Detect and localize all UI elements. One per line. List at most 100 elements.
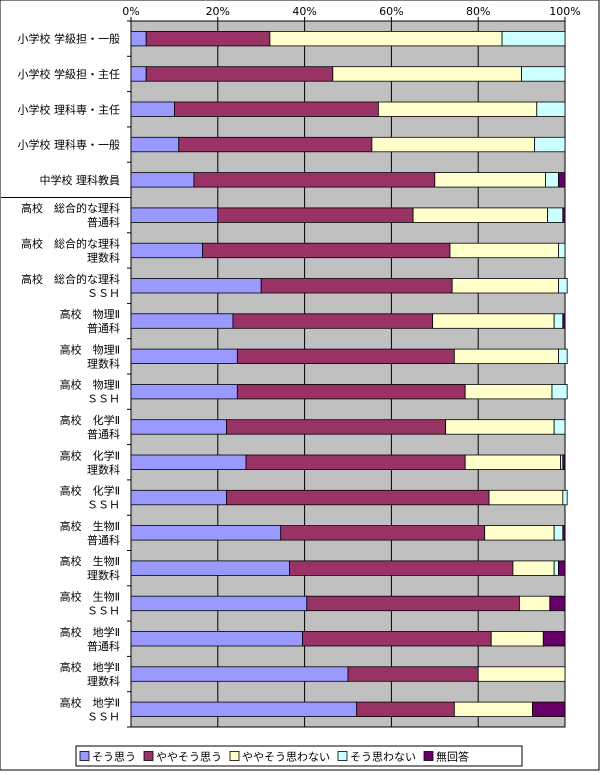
bar-segment-series-5: [562, 454, 566, 470]
bar-segment-series-4: [558, 242, 566, 259]
bar-segment-series-1: [130, 101, 175, 117]
bar-segment-series-4: [562, 489, 568, 506]
legend-swatch: [79, 751, 90, 761]
bar-segment-series-4: [558, 348, 568, 365]
category-label: 中学校 理科教員: [40, 173, 121, 187]
bar-segment-series-1: [130, 242, 204, 259]
bar-segment-series-2: [347, 666, 479, 682]
bar-segment-series-2: [236, 348, 455, 365]
bar-segment-series-1: [130, 560, 290, 576]
bar-segment-series-2: [173, 101, 379, 117]
x-tick-label: 20%: [206, 5, 230, 18]
category-label: 小学校 理科専・一般: [18, 138, 121, 152]
bar-segment-series-4: [553, 525, 564, 541]
bar-segment-series-3: [490, 631, 544, 647]
bar-segment-series-3: [432, 313, 555, 329]
bar-segment-series-2: [232, 313, 434, 329]
x-tick-label: 100%: [549, 5, 580, 18]
bar-segment-series-1: [130, 383, 238, 400]
bar-segment-series-3: [464, 383, 553, 400]
bar-segment-series-4: [501, 30, 566, 47]
legend-label: そう思わない: [350, 751, 416, 764]
x-tick-label: 60%: [379, 5, 403, 18]
bar-segment-series-3: [377, 101, 538, 117]
bar-segment-series-1: [130, 525, 282, 541]
bar-segment-series-5: [562, 207, 566, 223]
category-label: 高校 化学Ⅱ ＳＳＨ: [60, 484, 120, 512]
bar-segment-series-1: [130, 348, 238, 365]
category-label: 高校 総合的な理科理数科: [21, 236, 120, 264]
legend-label: ややそう思う: [156, 751, 222, 764]
bar-segment-series-1: [130, 313, 234, 329]
category-label: 高校 生物Ⅱ 理数科: [60, 554, 120, 582]
bar-segment-series-2: [236, 383, 466, 400]
bar-segment-series-2: [226, 489, 490, 506]
bar-segment-series-4: [558, 278, 568, 294]
legend-swatch: [337, 751, 348, 761]
category-label: 高校 総合的な理科普通科: [21, 201, 120, 229]
category-label: 高校 物理Ⅱ 理数科: [60, 342, 120, 370]
legend: [75, 745, 523, 767]
bar-segment-series-4: [536, 101, 566, 117]
bar-segment-series-3: [477, 666, 566, 682]
bar-segment-series-5: [558, 560, 566, 576]
bar-segment-series-1: [130, 701, 358, 717]
category-label: 高校 地学Ⅱ 理数科: [60, 660, 120, 688]
legend-label: そう思う: [92, 751, 136, 764]
category-label: 高校 物理Ⅱ ＳＳＨ: [60, 378, 120, 406]
bar-segment-series-3: [453, 348, 559, 365]
x-tick-label: 0%: [122, 5, 139, 18]
category-label: 小学校 理科専・主任: [18, 102, 121, 116]
x-tick-label: 40%: [292, 5, 316, 18]
category-label: 高校 総合的な理科ＳＳＨ: [21, 272, 120, 300]
plot-area: [130, 20, 566, 728]
category-label: 高校 物理Ⅱ 普通科: [60, 307, 120, 335]
bar-segment-series-3: [332, 66, 522, 82]
bar-segment-series-2: [178, 136, 373, 153]
bar-segment-series-4: [553, 419, 566, 435]
bar-segment-series-3: [512, 560, 555, 576]
bar-segment-series-1: [130, 136, 180, 153]
legend-entries: そう思う ややそう思う ややそう思わない そう思わない 無回答: [79, 750, 469, 764]
bar-segment-series-1: [130, 30, 147, 47]
bar-segment-series-3: [445, 419, 555, 435]
bar-segment-series-1: [130, 454, 247, 470]
bar-segment-series-2: [202, 242, 451, 259]
bar-segment-series-1: [130, 207, 219, 223]
bar-segment-series-3: [451, 278, 559, 294]
bar-segment-series-2: [302, 631, 492, 647]
bar-segment-series-3: [484, 525, 555, 541]
bar-segment-series-1: [130, 595, 308, 612]
bar-segment-series-2: [145, 30, 271, 47]
category-label: 高校 地学Ⅱ 普通科: [60, 625, 120, 653]
bar-segment-series-5: [562, 313, 566, 329]
category-label: 高校 生物Ⅱ 普通科: [60, 519, 120, 547]
bar-segment-series-4: [545, 172, 559, 188]
bar-segment-series-3: [453, 701, 533, 717]
bar-segment-series-3: [449, 242, 559, 259]
category-label: 高校 生物Ⅱ ＳＳＨ: [60, 589, 120, 617]
bar-segment-series-1: [130, 66, 147, 82]
bar-segment-series-2: [260, 278, 453, 294]
bar-segment-series-1: [130, 666, 349, 682]
bar-segment-series-5: [532, 701, 566, 717]
bar-segment-series-1: [130, 489, 227, 506]
bar-segment-series-4: [551, 383, 568, 400]
category-label: 高校 化学Ⅱ 理数科: [60, 448, 120, 476]
bar-segment-series-2: [193, 172, 436, 188]
category-label: 小学校 学級担・主任: [18, 67, 121, 81]
bar-segment-series-1: [130, 278, 262, 294]
legend-swatch: [143, 751, 154, 761]
bar-segment-series-2: [356, 701, 455, 717]
bar-segment-series-4: [521, 66, 566, 82]
category-label: 高校 化学Ⅱ 普通科: [60, 413, 120, 441]
x-tick-label: 80%: [466, 5, 490, 18]
bar-segment-series-4: [534, 136, 566, 153]
category-label: 高校 地学Ⅱ ＳＳＨ: [60, 695, 120, 723]
bar-segment-series-3: [371, 136, 536, 153]
bar-segment-series-2: [245, 454, 466, 470]
bar-segment-series-3: [464, 454, 562, 470]
bar-segment-series-1: [130, 631, 303, 647]
legend-label: 無回答: [436, 750, 469, 764]
